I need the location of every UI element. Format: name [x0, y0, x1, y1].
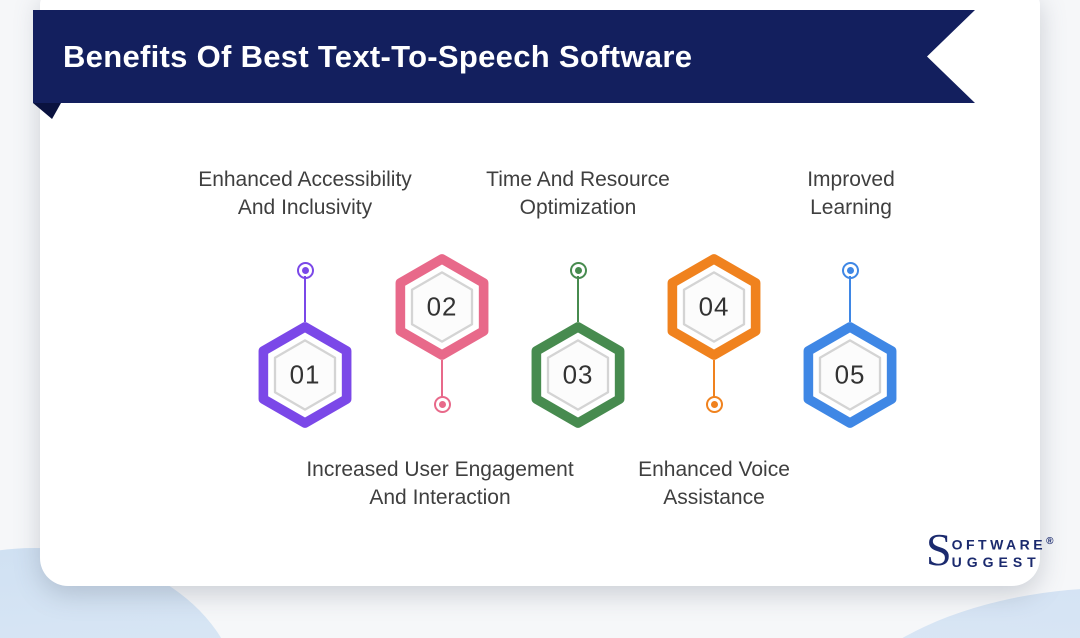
benefit-label-1: Enhanced Accessibility And Inclusivity: [198, 166, 412, 222]
logo-word-software: OFTWARE®: [952, 533, 1054, 554]
timeline-dot-center: [438, 401, 446, 408]
benefit-number: 04: [699, 292, 730, 322]
timeline-dot-center: [846, 267, 854, 274]
benefit-label-line: Optimization: [519, 196, 637, 219]
benefit-label-line: Enhanced Voice: [638, 458, 790, 481]
benefit-number: 05: [835, 360, 866, 390]
benefit-number: 01: [290, 360, 321, 390]
benefit-label-line: Time And Resource: [486, 168, 670, 191]
timeline-dot-icon: [433, 396, 451, 413]
benefit-label-5: Improved Learning: [807, 166, 895, 222]
benefit-item-3: 03: [528, 262, 628, 432]
benefit-label-line: Learning: [810, 196, 892, 219]
registered-trademark-icon: ®: [1046, 536, 1054, 547]
logo-word1-text: OFTWARE: [951, 536, 1047, 553]
logo-initial: S: [926, 524, 952, 575]
benefit-label-3: Time And Resource Optimization: [486, 166, 670, 222]
benefit-item-5: 05: [800, 262, 900, 432]
benefit-label-2: Increased User Engagement And Interactio…: [306, 456, 573, 512]
benefit-item-2: 02: [392, 251, 492, 421]
timeline-dot-center: [710, 401, 718, 408]
hexagon-badge: 03: [531, 322, 625, 428]
title-ribbon: Benefits Of Best Text-To-Speech Software: [33, 10, 975, 103]
decorative-blob-bottom-right: [815, 588, 1080, 638]
benefit-label-line: Increased User Engagement: [306, 458, 574, 481]
benefit-label-line: And Interaction: [369, 486, 511, 509]
page-title: Benefits Of Best Text-To-Speech Software: [63, 39, 693, 74]
hexagon-badge: 01: [258, 322, 352, 428]
benefit-item-1: 01: [255, 262, 355, 432]
hexagon-badge: 05: [803, 322, 897, 428]
benefit-number: 03: [563, 360, 594, 390]
benefit-label-line: Enhanced Accessibility: [198, 168, 412, 191]
connector-line: [441, 360, 443, 397]
connector-line: [849, 276, 851, 322]
connector-line: [304, 276, 306, 322]
timeline-dot-icon: [705, 396, 723, 413]
hexagon-badge: 04: [667, 254, 761, 360]
timeline-dot-center: [574, 267, 582, 274]
benefit-item-4: 04: [664, 251, 764, 421]
timeline-dot-center: [301, 267, 309, 274]
connector-line: [577, 276, 579, 322]
hexagon-badge: 02: [395, 254, 489, 360]
logo-word-suggest: UGGEST: [951, 553, 1041, 570]
connector-line: [713, 360, 715, 397]
benefit-label-line: Improved: [807, 168, 895, 191]
benefit-label-line: Assistance: [663, 486, 765, 509]
benefit-number: 02: [427, 292, 458, 322]
benefit-label-4: Enhanced Voice Assistance: [638, 456, 790, 512]
benefit-label-line: And Inclusivity: [237, 196, 373, 219]
softwaresuggest-logo: S OFTWARE® UGGEST: [926, 524, 1054, 575]
